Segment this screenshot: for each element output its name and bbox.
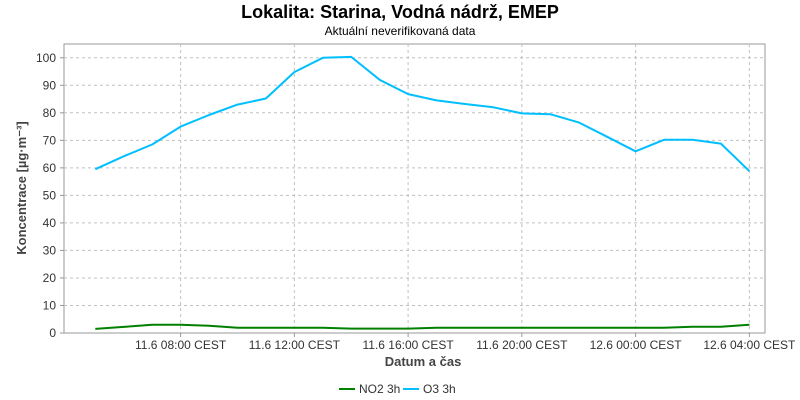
- x-tick-label: 11.6 12:00 CEST: [249, 338, 341, 352]
- y-tick-label: 90: [43, 78, 57, 92]
- x-tick-label: 12.6 00:00 CEST: [590, 338, 683, 352]
- x-tick-label: 11.6 20:00 CEST: [476, 338, 568, 352]
- legend: NO2 3h O3 3h: [339, 382, 456, 396]
- y-tick-label: 20: [43, 271, 57, 285]
- y-axis-label: Koncentrace [µg·m⁻³]: [14, 121, 29, 255]
- series-line-no2: [95, 323, 750, 330]
- y-tick-label: 80: [43, 106, 57, 120]
- y-tick-label: 70: [43, 133, 57, 147]
- x-tick-label: 11.6 16:00 CEST: [363, 338, 455, 352]
- y-tick-label: 50: [43, 188, 57, 202]
- series-line-o3: [94, 55, 751, 172]
- y-tick-label: 0: [49, 326, 56, 340]
- chart-subtitle: Aktuální neverifikovaná data: [325, 24, 476, 38]
- plot-area: [63, 43, 766, 334]
- y-tick-label: 10: [43, 298, 57, 312]
- chart-title: Lokalita: Starina, Vodná nádrž, EMEP: [241, 2, 559, 22]
- y-tick-label: 100: [36, 51, 56, 65]
- legend-label: O3 3h: [423, 382, 456, 396]
- x-tick-label: 12.6 04:00 CEST: [703, 338, 796, 352]
- x-axis-ticks: 11.6 08:00 CEST 11.6 12:00 CEST 11.6 16:00…: [135, 333, 796, 352]
- series-lines: [94, 55, 751, 330]
- grid: [64, 44, 765, 333]
- legend-label: NO2 3h: [359, 382, 400, 396]
- y-tick-label: 30: [43, 243, 57, 257]
- y-tick-label: 60: [43, 161, 57, 175]
- y-axis-ticks: 0 10 20 30 40 50 60 70 80 90 100: [36, 51, 64, 340]
- x-axis-label: Datum a čas: [385, 354, 462, 369]
- y-tick-label: 40: [43, 216, 57, 230]
- x-tick-label: 11.6 08:00 CEST: [135, 338, 227, 352]
